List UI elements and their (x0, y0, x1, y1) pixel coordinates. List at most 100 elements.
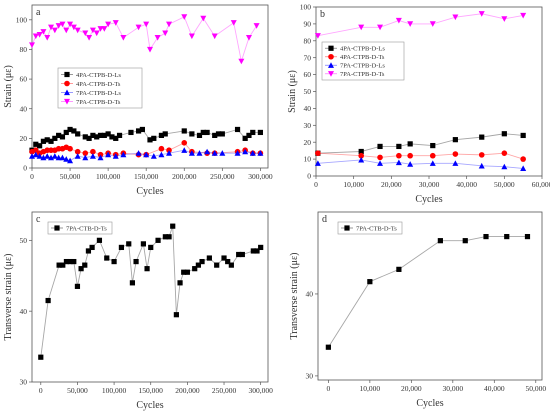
data-point (239, 251, 245, 258)
legend-label: 4PA-CTPB-D-Ls (340, 46, 385, 53)
data-point (242, 148, 249, 155)
chart-panel-b: 0 10,000 20,000 30,000 40,000 50,000 60,000 0 10… (287, 3, 550, 205)
x-axis-title: Cycles (416, 398, 443, 409)
data-point (246, 132, 252, 138)
data-point (86, 35, 93, 41)
data-point (112, 153, 119, 159)
legend: 4PA-CTPB-D-Ls 4PA-CTPB-D-Ts 7PA-CTPB-D-Ls 7… (57, 67, 143, 109)
legend-label: 7PA-CTPB-D-Ls (76, 90, 121, 97)
x-tick-label: 30,000 (419, 180, 440, 189)
data-point (143, 21, 150, 28)
data-point (228, 262, 234, 268)
legend-label: 7PA-CTB-D-Ts (356, 225, 397, 232)
data-point (40, 29, 47, 35)
data-point (33, 141, 39, 147)
data-point (234, 150, 241, 156)
data-point (139, 126, 145, 133)
data-point (200, 15, 207, 22)
data-point (358, 152, 365, 159)
data-point (204, 129, 210, 136)
data-point (219, 131, 225, 137)
data-point (483, 233, 489, 240)
y-tick-label: 40 (20, 307, 28, 316)
data-point (101, 26, 108, 32)
data-point (188, 33, 195, 40)
data-point (407, 21, 414, 27)
data-point (89, 153, 96, 159)
chart-panel-c: 0 50,000 100,000 150,000 200,000 250,000 300,0… (3, 211, 273, 411)
data-point (135, 150, 142, 156)
x-tick-label: 100,000 (96, 172, 121, 181)
data-point (63, 27, 70, 34)
legend-box (47, 221, 113, 235)
x-tick-label: 60,000 (532, 180, 550, 189)
data-point (162, 131, 168, 137)
data-point (44, 137, 50, 143)
y-tick-label: 40 (306, 290, 314, 299)
y-tick-label: 0 (307, 172, 311, 181)
series-7PA-CTB-D-Ts (38, 223, 264, 360)
x-axis-title: Cycles (415, 194, 442, 205)
data-point (113, 135, 119, 141)
data-point (89, 27, 96, 34)
data-point (67, 145, 73, 152)
plot-frame (317, 211, 543, 381)
data-point (71, 258, 77, 265)
y-tick-label: 20 (304, 138, 312, 147)
data-point (36, 32, 43, 38)
x-tick-label: 0 (326, 384, 330, 393)
data-point (181, 140, 188, 146)
y-tick-label: 30 (306, 372, 314, 381)
data-point (314, 33, 321, 39)
series-4PA-CTPB-D-Ts (315, 150, 526, 162)
data-point (501, 150, 508, 156)
data-point (196, 150, 203, 156)
data-point (242, 135, 248, 141)
data-point (377, 160, 384, 166)
data-point (55, 23, 62, 29)
data-point (74, 283, 81, 289)
x-tick-label: 20,000 (381, 180, 402, 189)
legend: 7PA-CTB-D-Ts (47, 221, 113, 235)
data-point (429, 152, 436, 159)
panel-label: a (36, 7, 41, 18)
data-point (257, 150, 264, 156)
data-point (96, 237, 103, 243)
data-point (97, 26, 104, 32)
legend-marker (64, 80, 70, 87)
data-point (67, 157, 74, 164)
data-point (479, 134, 485, 140)
y-axis-title: Transverse strain (με) (3, 254, 14, 341)
panel-label: c (36, 214, 41, 225)
data-point (254, 248, 260, 254)
data-point (82, 262, 88, 268)
data-point (181, 128, 187, 134)
data-point (59, 154, 66, 161)
data-point (45, 297, 51, 304)
x-tick-label: 150,000 (139, 386, 164, 395)
data-point (462, 238, 468, 244)
data-point (230, 20, 237, 26)
data-point (452, 151, 459, 157)
legend-marker (328, 53, 334, 60)
data-point (166, 234, 172, 240)
data-point (524, 233, 531, 240)
x-axis-title: Cycles (136, 186, 163, 197)
series-4PA-CTPB-D-Ls (315, 131, 526, 156)
y-tick-label: 10 (304, 155, 312, 164)
data-point (40, 138, 47, 144)
series-line (317, 152, 524, 160)
x-tick-label: 10,000 (360, 384, 381, 393)
data-point (75, 131, 81, 137)
data-point (234, 126, 241, 133)
data-point (135, 128, 142, 134)
data-point (40, 154, 47, 161)
data-point (158, 132, 165, 138)
data-point (358, 148, 364, 155)
data-point (452, 160, 459, 166)
data-point (166, 21, 173, 28)
plot-frame (315, 6, 543, 177)
y-tick-label: 60 (20, 75, 28, 84)
data-point (118, 244, 125, 251)
